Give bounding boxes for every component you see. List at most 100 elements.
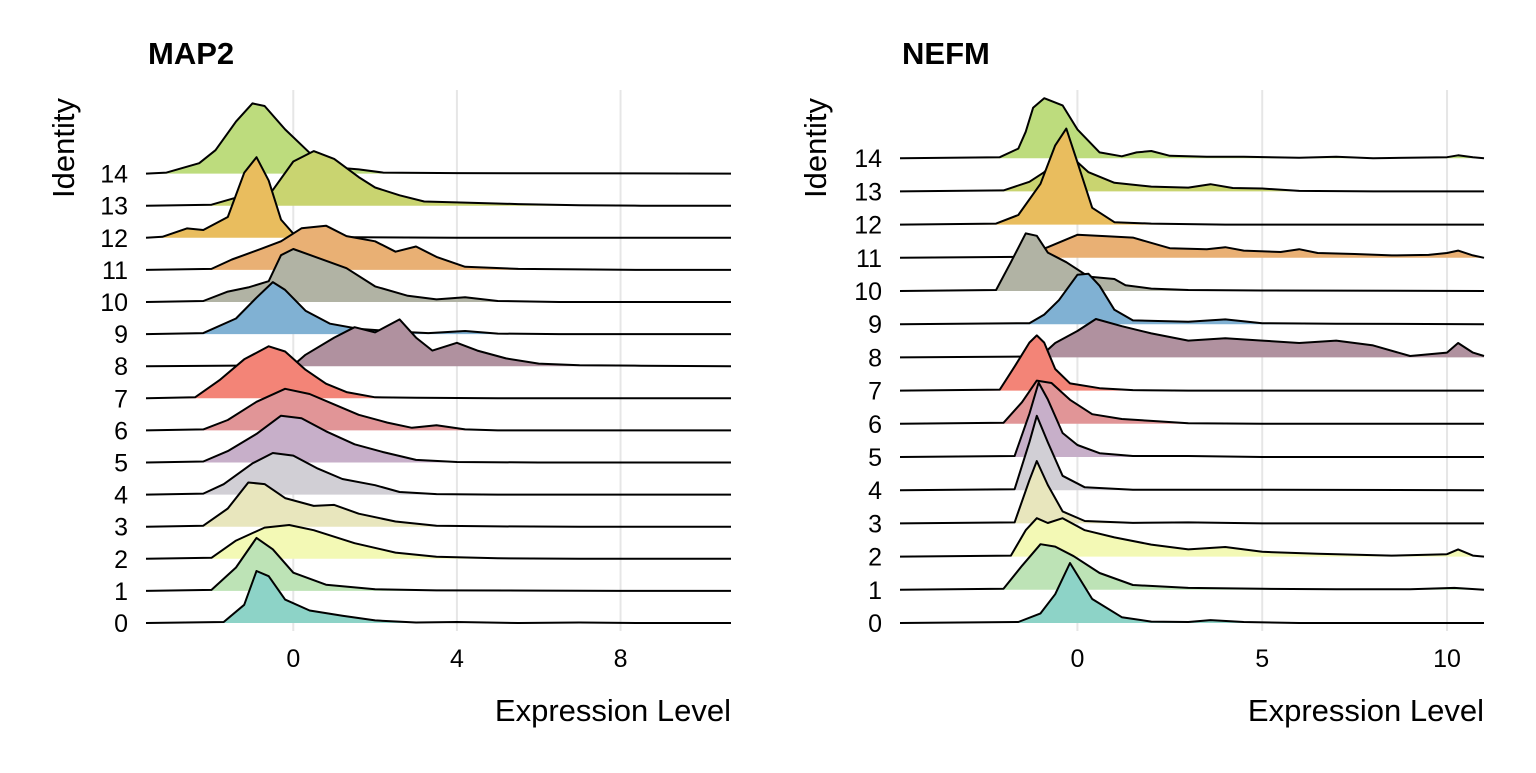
map2-ridge-outline [145,481,731,528]
map2-ridge-fill [146,319,731,367]
nefm-y-tick-label: 5 [868,444,882,472]
nefm-ridge-9 [899,272,1485,326]
map2-title: MAP2 [148,36,234,71]
map2-ridge-7 [145,345,731,400]
map2-ridge-5 [145,414,731,464]
nefm-ridge-outline [899,154,1484,193]
map2-y-tick-label: 14 [100,161,128,189]
nefm-ridge-3 [899,460,1484,525]
nefm-ridge-outline [899,381,1484,458]
map2-ridge-3 [145,481,731,528]
nefm-ridge-fill [900,155,1484,192]
map2-ridge-fill [146,453,731,495]
map2-ridge-outline [145,281,731,336]
map2-ridges [145,102,732,624]
nefm-ridge-fill [900,233,1484,291]
map2-ridge-outline [145,102,732,175]
nefm-y-tick-label: 10 [854,278,882,306]
map2-ridge-outline [145,387,731,432]
map2-x-ticks: 0 4 8 [286,645,627,673]
map2-x-axis-label: Expression Level [495,693,731,728]
nefm-ridge-5 [899,381,1484,458]
nefm-ridge-fill [900,544,1484,590]
nefm-y-tick-label: 14 [854,145,882,173]
nefm-ridge-outline [899,318,1485,359]
map2-ridge-outline [145,570,731,624]
nefm-x-tick-label: 5 [1255,645,1269,673]
nefm-y-tick-label: 13 [854,178,882,206]
map2-y-tick-label: 9 [114,321,128,349]
map2-y-axis-label: Identity [46,98,81,198]
nefm-ridge-10 [899,232,1485,292]
map2-ridge-fill [146,571,731,623]
map2-ridge-fill [146,415,731,463]
map2-y-tick-label: 5 [114,450,128,478]
nefm-ridge-fill [900,380,1484,424]
nefm-ridge-14 [899,97,1485,160]
nefm-ridge-outline [899,379,1484,425]
nefm-x-tick-label: 10 [1433,645,1461,673]
nefm-y-tick-label: 9 [868,311,882,339]
nefm-x-axis-label: Expression Level [1248,693,1484,728]
map2-ridge-1 [145,536,731,592]
map2-ridge-outline [145,345,731,400]
nefm-y-tick-label: 7 [868,378,882,406]
map2-ridge-fill [146,151,731,206]
nefm-ridge-outline [899,127,1484,226]
map2-ridge-fill [146,103,731,174]
nefm-y-tick-label: 12 [854,212,882,240]
map2-y-tick-label: 10 [100,289,128,317]
nefm-ridge-6 [899,379,1484,425]
nefm-ridge-outline [899,543,1485,591]
map2-y-tick-label: 2 [114,546,128,574]
nefm-y-tick-label: 0 [868,610,882,638]
nefm-ridge-11 [899,233,1485,259]
map2-ridge-outline [145,248,731,303]
map2-ridge-fill [146,282,731,335]
nefm-ridge-fill [900,98,1484,159]
map2-ridge-outline [145,224,731,271]
map2-y-tick-label: 6 [114,417,128,445]
nefm-ridge-outline [899,460,1484,525]
map2-ridge-0 [145,570,731,624]
panel-nefm: NEFM Identity Expression Level 0 5 10 1413… [798,36,1485,728]
nefm-ridge-fill [900,382,1484,457]
map2-ridge-fill [146,249,731,302]
nefm-y-axis-label: Identity [798,98,833,198]
map2-ridge-outline [145,318,732,368]
nefm-y-tick-label: 4 [868,477,882,505]
map2-y-tick-label: 7 [114,385,128,413]
nefm-ridge-8 [899,318,1485,359]
map2-x-tick-label: 8 [614,645,628,673]
map2-ridge-outline [145,524,731,560]
nefm-ridge-outline [899,414,1485,492]
nefm-ridge-outline [899,517,1485,558]
nefm-ridge-13 [899,154,1484,193]
map2-ridge-outline [145,536,731,592]
map2-y-tick-label: 1 [114,578,128,606]
map2-ridge-fill [146,346,731,399]
nefm-ridge-outline [899,272,1485,326]
nefm-ridge-4 [899,414,1485,492]
map2-ridge-2 [145,524,731,560]
nefm-ridge-12 [899,127,1484,226]
nefm-ridges [899,97,1485,624]
nefm-x-tick-label: 0 [1070,645,1084,673]
map2-y-tick-label: 4 [114,482,128,510]
map2-x-tick-label: 4 [450,645,464,673]
map2-y-tick-label: 3 [114,514,128,542]
map2-y-tick-label: 0 [114,610,128,638]
nefm-ridge-fill [900,128,1484,225]
nefm-ridge-fill [900,563,1484,623]
nefm-ridge-fill [900,273,1484,325]
nefm-ridge-outline [899,97,1485,160]
map2-ridge-outline [145,414,731,464]
nefm-ridge-outline [899,232,1485,292]
nefm-title: NEFM [902,36,990,71]
nefm-y-tick-label: 1 [868,577,882,605]
map2-y-tick-label: 13 [100,193,128,221]
nefm-y-tick-label: 8 [868,344,882,372]
